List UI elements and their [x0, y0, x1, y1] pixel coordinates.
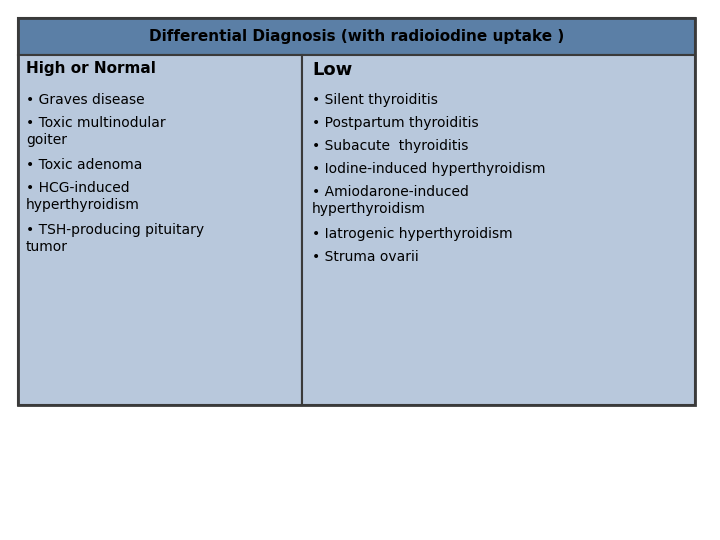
- Text: High or Normal: High or Normal: [26, 61, 156, 76]
- Text: • HCG-induced
hyperthyroidism: • HCG-induced hyperthyroidism: [26, 181, 140, 212]
- Text: Differential Diagnosis (with radioiodine uptake ): Differential Diagnosis (with radioiodine…: [149, 29, 564, 44]
- Text: • Subacute  thyroiditis: • Subacute thyroiditis: [312, 139, 469, 153]
- Bar: [18, 18, 695, 55]
- Bar: [18, 18, 695, 405]
- Text: • Struma ovarii: • Struma ovarii: [312, 250, 419, 264]
- Text: • Graves disease: • Graves disease: [26, 93, 145, 107]
- Text: • Silent thyroiditis: • Silent thyroiditis: [312, 93, 438, 107]
- Bar: [18, 55, 302, 405]
- Text: Low: Low: [312, 61, 352, 79]
- Text: • Amiodarone-induced
hyperthyroidism: • Amiodarone-induced hyperthyroidism: [312, 185, 469, 217]
- Text: • Postpartum thyroiditis: • Postpartum thyroiditis: [312, 116, 479, 130]
- Text: • Iatrogenic hyperthyroidism: • Iatrogenic hyperthyroidism: [312, 227, 513, 241]
- Text: • TSH-producing pituitary
tumor: • TSH-producing pituitary tumor: [26, 223, 204, 254]
- Bar: [302, 55, 695, 405]
- Text: • Toxic multinodular
goiter: • Toxic multinodular goiter: [26, 116, 166, 147]
- Text: • Toxic adenoma: • Toxic adenoma: [26, 158, 143, 172]
- Text: • Iodine-induced hyperthyroidism: • Iodine-induced hyperthyroidism: [312, 162, 546, 176]
